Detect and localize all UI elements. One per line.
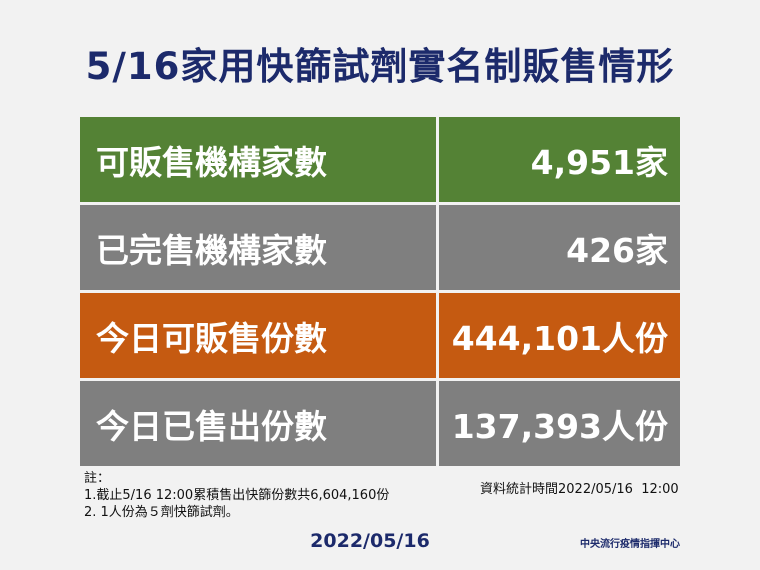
title: 5/16家用快篩試劑實名制販售情形 <box>85 45 675 88</box>
notes: 註： 1.截止5/16 12:00累積售出快篩份數共6,604,160份 2. … <box>84 470 389 521</box>
row-label: 可販售機構家數 <box>80 117 436 202</box>
row-value: 137,393人份 <box>439 381 680 466</box>
table-row: 今日已售出份數 137,393人份 <box>80 381 680 466</box>
table-row: 今日可販售份數 444,101人份 <box>80 293 680 378</box>
table: 可販售機構家數 4,951家 已完售機構家數 426家 今日可販售份數 444,101人份… <box>80 117 680 469</box>
row-value: 426家 <box>439 205 680 290</box>
row-value: 444,101人份 <box>439 293 680 378</box>
timestamp: 資料統計時間2022/05/16 12:00 <box>480 482 679 497</box>
notes-heading: 註： <box>84 471 111 486</box>
note-item: 1.截止5/16 12:00累積售出快篩份數共6,604,160份 <box>84 488 390 503</box>
footer-date: 2022/05/16 <box>310 530 430 552</box>
row-label: 今日已售出份數 <box>80 381 436 466</box>
row-label: 已完售機構家數 <box>80 205 436 290</box>
organization: 中央流行疫情指揮中心 <box>580 539 680 550</box>
note-item: 2. 1人份為５劑快篩試劑。 <box>84 505 239 520</box>
table-row: 可販售機構家數 4,951家 <box>80 117 680 202</box>
row-label: 今日可販售份數 <box>80 293 436 378</box>
row-value: 4,951家 <box>439 117 680 202</box>
table-row: 已完售機構家數 426家 <box>80 205 680 290</box>
